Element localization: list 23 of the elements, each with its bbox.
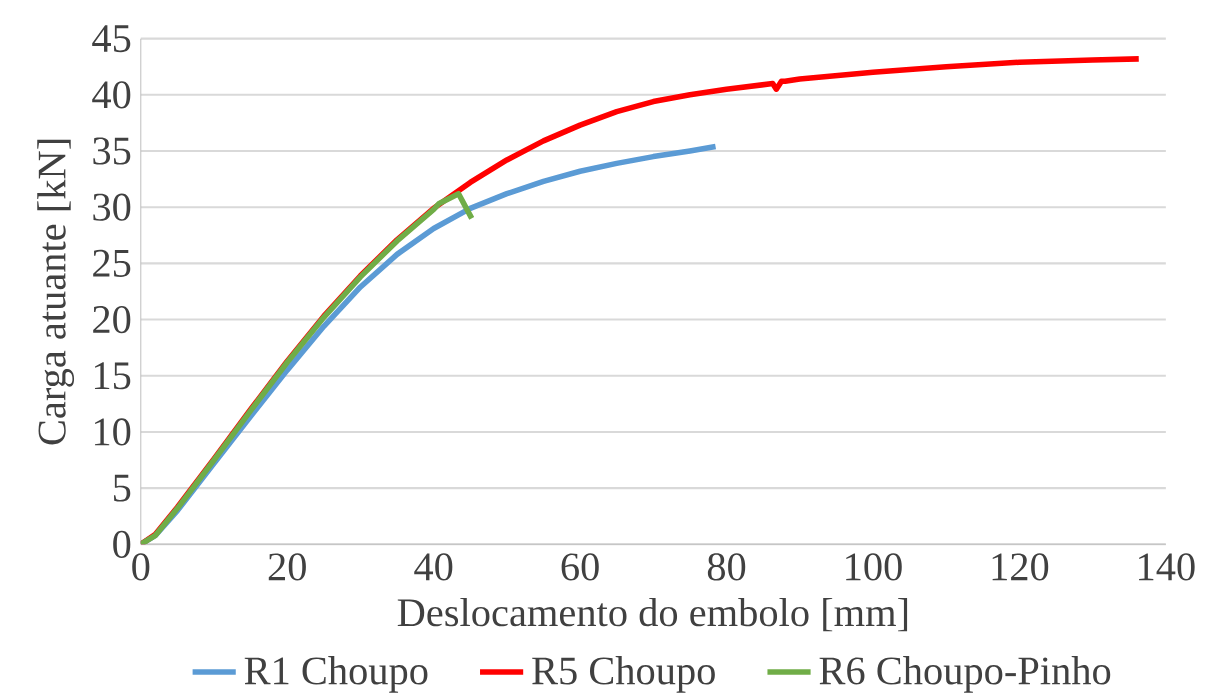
y-tick-label: 10 <box>94 418 131 446</box>
y-tick-label: 20 <box>93 305 131 333</box>
x-tick-label: 60 <box>561 553 599 581</box>
x-tick-label: 100 <box>846 553 902 581</box>
x-tick-label: 40 <box>414 553 453 581</box>
y-tick-label: 25 <box>93 249 131 277</box>
y-tick-label: 5 <box>113 474 131 502</box>
x-tick-label: 140 <box>1139 553 1195 581</box>
x-tick-label: 20 <box>268 553 306 581</box>
y-tick-label: 40 <box>92 80 131 109</box>
x-tick-label: 80 <box>707 553 746 581</box>
y-axis-title: Carga atuante [kN] <box>37 139 75 445</box>
legend-label: R5 Choupo <box>532 655 715 693</box>
legend-label: R1 Choupo <box>244 655 428 693</box>
y-tick-label: 35 <box>93 137 131 165</box>
y-tick-label: 0 <box>113 530 131 558</box>
y-tick-label: 15 <box>94 361 131 390</box>
legend-label: R6 Choupo-Pinho <box>819 655 1111 693</box>
x-axis-title: Deslocamento do embolo [mm] <box>397 597 908 632</box>
y-tick-label: 45 <box>92 24 131 52</box>
x-tick-label: 0 <box>132 553 150 581</box>
y-tick-label: 30 <box>93 193 131 221</box>
x-tick-label: 120 <box>992 553 1049 581</box>
